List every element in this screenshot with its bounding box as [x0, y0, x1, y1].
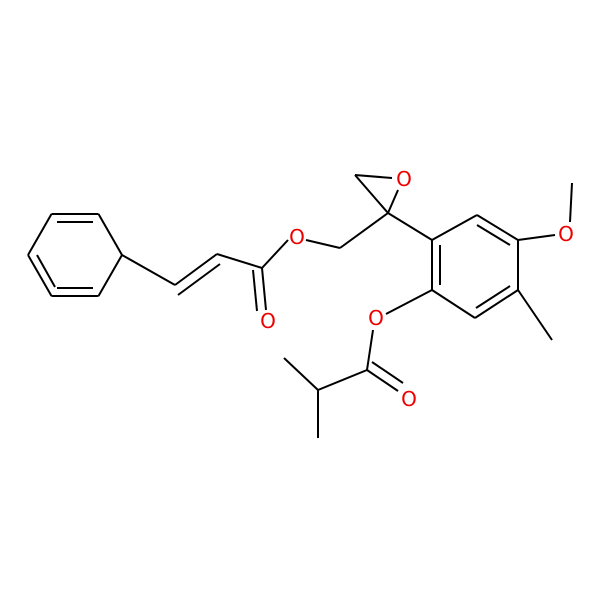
atom-label: O	[401, 387, 417, 411]
atom-label: O	[368, 306, 384, 330]
bonds	[27, 174, 573, 438]
atom-label: O	[289, 225, 305, 249]
atom-label: O	[260, 309, 276, 333]
atom-label: O	[558, 222, 574, 246]
atom-labels: O O O O O O	[260, 167, 574, 411]
atom-label: O	[396, 167, 412, 191]
